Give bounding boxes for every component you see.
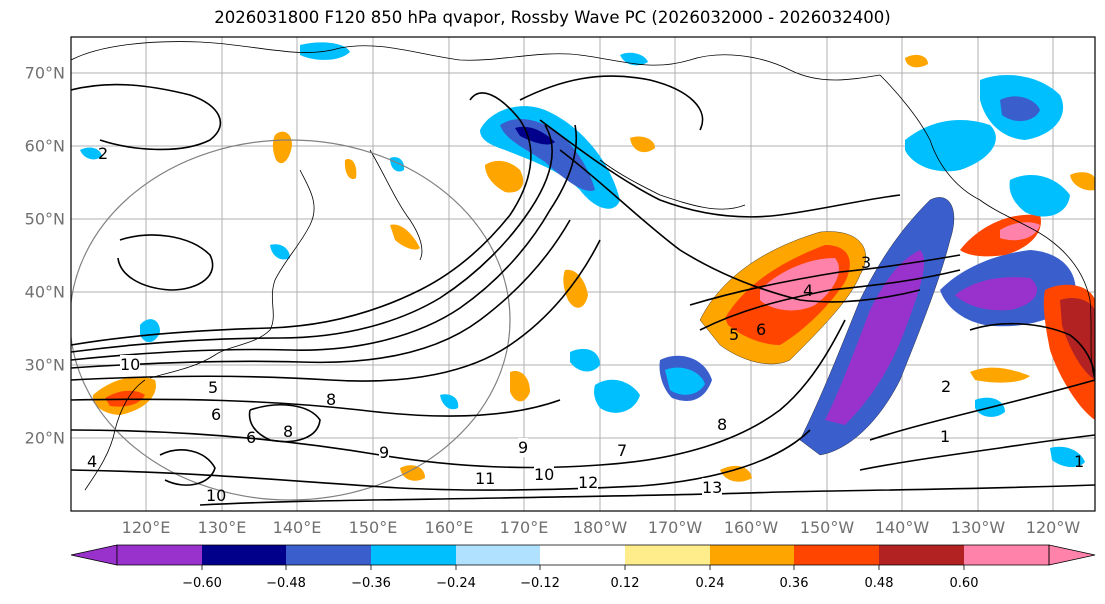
colorbar-max-arrow	[1048, 544, 1096, 566]
colorbar-tick: −0.48	[266, 576, 306, 591]
lon-label: 140°E	[272, 518, 322, 537]
lat-label-30n: 30°N	[24, 355, 65, 375]
colorbar-tick: −0.36	[351, 576, 391, 591]
map-title: 2026031800 F120 850 hPa qvapor, Rossby W…	[214, 8, 891, 27]
rossby-contours	[71, 75, 1095, 506]
colorbar-min-arrow	[70, 544, 118, 566]
colorbar-bin	[879, 545, 964, 565]
colorbar-bin	[794, 545, 879, 565]
colorbar-bin	[371, 545, 456, 565]
colorbar-bin	[964, 545, 1049, 565]
lon-label: 130°W	[950, 518, 1006, 537]
map-frame	[70, 36, 1096, 512]
colorbar-tick: 0.60	[949, 576, 979, 591]
lon-label: 160°E	[424, 518, 474, 537]
colorbar-tick: 0.12	[610, 576, 640, 591]
region-circle	[71, 139, 511, 501]
qvapor-shading	[80, 42, 1095, 482]
colorbar-bin	[117, 545, 202, 565]
colorbar-tick: −0.12	[520, 576, 560, 591]
colorbar-tick: 0.36	[779, 576, 809, 591]
lon-label: 130°E	[197, 518, 247, 537]
lon-label: 120°E	[121, 518, 171, 537]
colorbar-tick: −0.60	[182, 576, 222, 591]
lon-label: 120°W	[1025, 518, 1081, 537]
coastlines	[71, 41, 1095, 491]
lon-label: 160°W	[723, 518, 779, 537]
colorbar	[70, 544, 1096, 570]
colorbar-bin	[286, 545, 371, 565]
lon-label: 150°E	[348, 518, 398, 537]
lon-label: 170°W	[647, 518, 703, 537]
colorbar-bin	[456, 545, 540, 565]
colorbar-bin	[710, 545, 794, 565]
colorbar-tick: 0.24	[695, 576, 725, 591]
colorbar-bin	[625, 545, 710, 565]
colorbar-bin	[540, 545, 625, 565]
lon-label: 150°W	[799, 518, 855, 537]
lat-label-20n: 20°N	[24, 428, 65, 448]
colorbar-tick: −0.24	[436, 576, 476, 591]
lon-label: 170°E	[499, 518, 549, 537]
lat-label-70n: 70°N	[24, 63, 65, 83]
lon-label: 140°W	[874, 518, 930, 537]
colorbar-tick: 0.48	[864, 576, 894, 591]
lat-label-40n: 40°N	[24, 282, 65, 302]
lat-label-60n: 60°N	[24, 136, 65, 156]
colorbar-bin	[202, 545, 286, 565]
lon-label: 180°W	[572, 518, 628, 537]
lat-label-50n: 50°N	[24, 209, 65, 229]
